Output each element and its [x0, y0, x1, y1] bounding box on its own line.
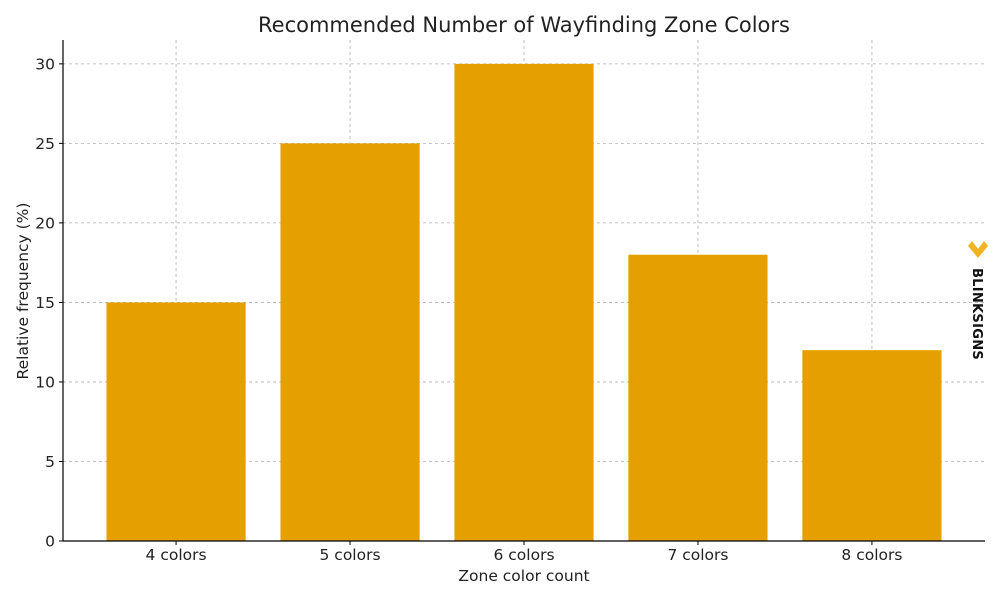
y-tick-label: 20	[35, 214, 55, 232]
x-axis-label: Zone color count	[458, 567, 589, 585]
bar	[454, 63, 594, 541]
bars	[106, 63, 942, 541]
y-tick-label: 0	[45, 533, 55, 551]
y-axis-ticks: 0 5 10 15 20 25 30	[35, 55, 63, 551]
bar	[628, 254, 768, 541]
x-axis-ticks: 4 colors 5 colors 6 colors 7 colors 8 colors	[146, 541, 902, 564]
y-tick-label: 15	[35, 294, 55, 312]
brand-logo: BLINKSIGNS	[968, 241, 988, 360]
x-tick-label: 4 colors	[146, 546, 207, 564]
x-tick-label: 8 colors	[841, 546, 902, 564]
y-tick-label: 10	[35, 373, 55, 391]
y-tick-label: 25	[35, 135, 55, 153]
bar	[802, 350, 942, 541]
chart-title: Recommended Number of Wayfinding Zone Co…	[258, 13, 790, 37]
bar	[280, 143, 420, 541]
bar	[106, 302, 246, 541]
x-tick-label: 5 colors	[320, 546, 381, 564]
y-tick-label: 30	[35, 55, 55, 73]
y-tick-label: 5	[45, 453, 55, 471]
chevron-down-icon	[968, 241, 988, 258]
x-tick-label: 6 colors	[493, 546, 554, 564]
logo-text: BLINKSIGNS	[969, 268, 984, 360]
x-tick-label: 7 colors	[667, 546, 728, 564]
y-axis-label: Relative frequency (%)	[14, 203, 32, 380]
